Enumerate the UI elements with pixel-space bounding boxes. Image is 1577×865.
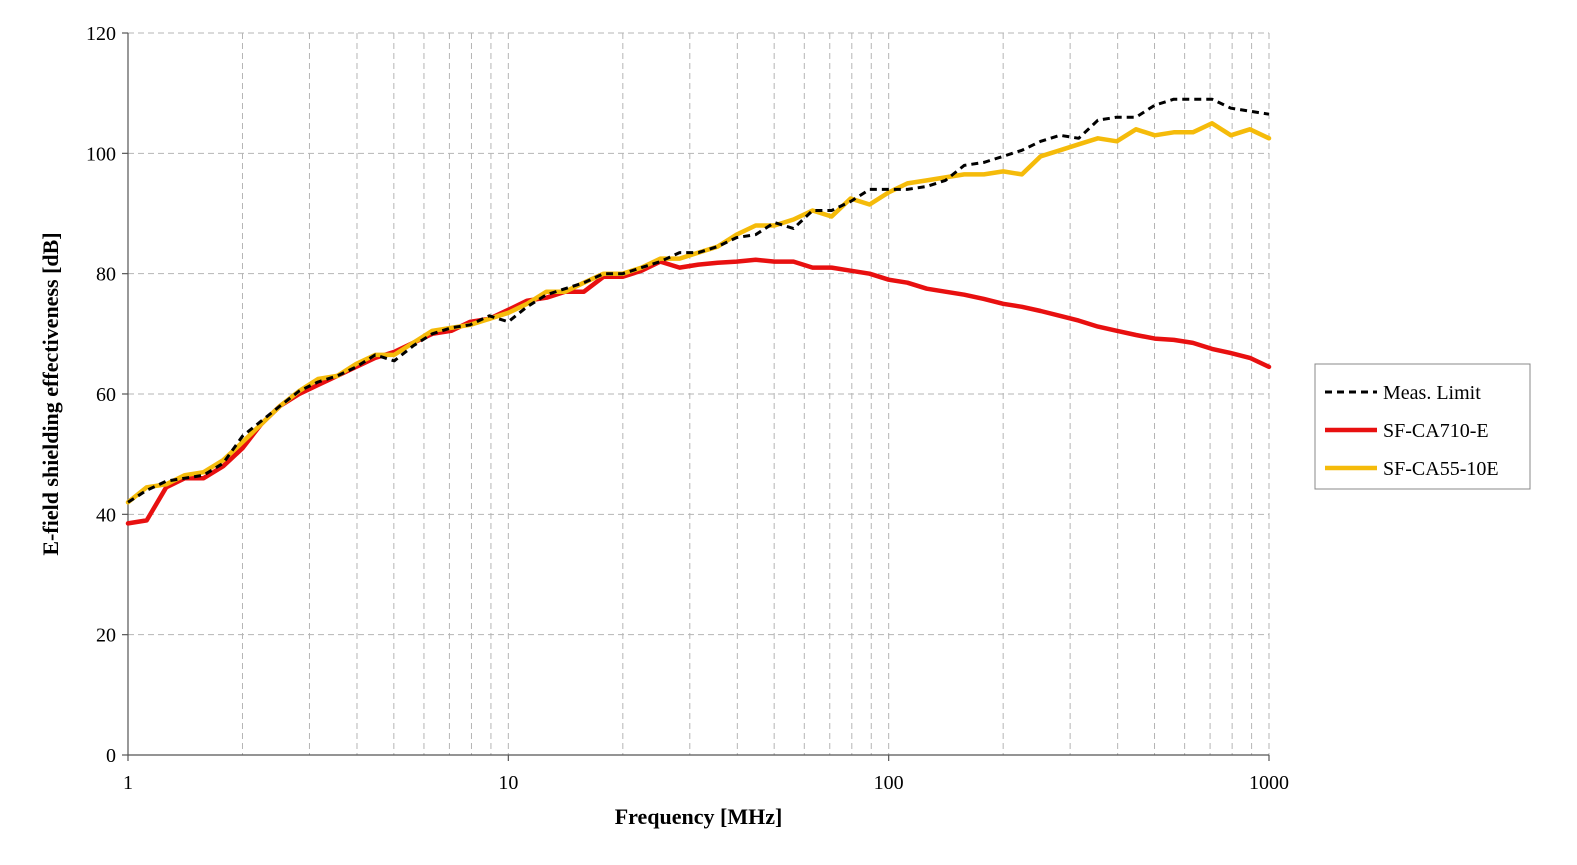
y-tick-label: 120 <box>86 23 116 45</box>
x-axis-title: Frequency [MHz] <box>615 804 783 829</box>
grid-lines <box>128 32 1270 755</box>
legend-label: Meas. Limit <box>1383 382 1481 404</box>
legend: Meas. Limit SF-CA710-E SF-CA55-10E <box>1314 363 1531 490</box>
series-line-sf-ca710-e <box>125 257 1272 526</box>
y-tick-label: 100 <box>86 143 116 165</box>
series-line-sf-ca55-10e <box>125 121 1272 505</box>
y-tick-label: 40 <box>96 504 116 526</box>
legend-label: SF-CA55-10E <box>1383 458 1499 480</box>
series-lines <box>125 97 1272 526</box>
x-tick-label: 10 <box>498 772 518 794</box>
y-axis-title: E-field shielding effectiveness [dB] <box>38 232 63 555</box>
x-tick-label: 1 <box>123 772 133 794</box>
y-tick-label: 60 <box>96 384 116 406</box>
y-tick-label: 0 <box>106 745 116 767</box>
y-tick-label: 80 <box>96 264 116 286</box>
series-line-meas-limit <box>127 97 1270 504</box>
x-tick-label: 1000 <box>1249 772 1289 794</box>
y-tick-label: 20 <box>96 625 116 647</box>
axes <box>122 32 1270 761</box>
legend-label: SF-CA710-E <box>1383 420 1489 442</box>
x-tick-label: 100 <box>874 772 904 794</box>
